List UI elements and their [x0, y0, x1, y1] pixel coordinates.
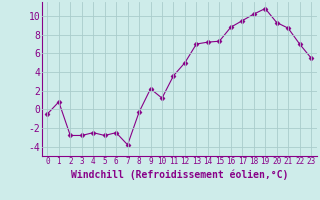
- X-axis label: Windchill (Refroidissement éolien,°C): Windchill (Refroidissement éolien,°C): [70, 169, 288, 180]
